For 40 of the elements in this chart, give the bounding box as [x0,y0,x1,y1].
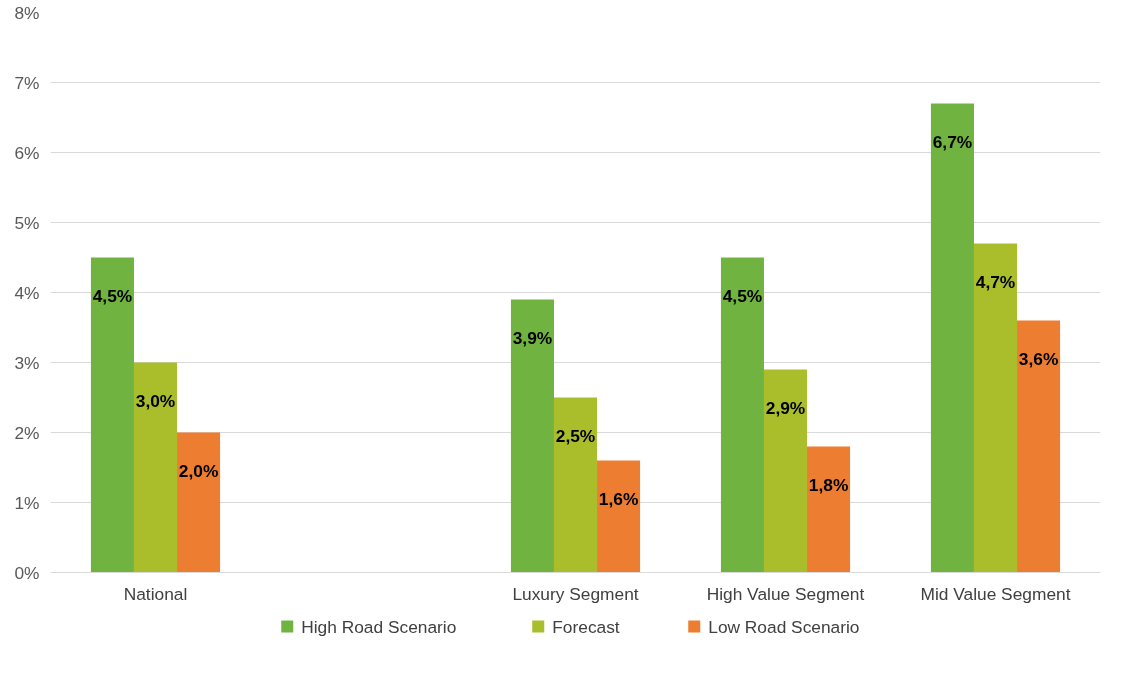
y-tick-label: 1% [14,492,40,513]
bar [597,460,641,573]
data-label: 6,7% [932,131,973,152]
data-label: 3,0% [135,390,176,411]
y-tick-label: 7% [14,72,40,93]
y-tick-label: 3% [14,352,40,373]
data-label: 2,0% [178,460,219,481]
bar [510,299,554,573]
data-label: 1,8% [808,474,849,495]
y-tick-label: 0% [14,562,40,583]
bar [807,446,851,573]
data-label: 4,5% [722,285,763,306]
bar [553,397,598,573]
data-label: 1,6% [598,488,639,509]
y-tick-label: 5% [14,212,40,233]
bar [930,103,974,573]
bar [973,243,1018,573]
data-label: 4,5% [92,285,133,306]
x-tick-label: National [123,583,188,604]
bar [763,369,808,573]
data-label: 2,5% [555,425,596,446]
y-tick-label: 4% [14,282,40,303]
bar [1017,320,1061,573]
y-tick-label: 6% [14,142,40,163]
y-tick-label: 8% [14,2,40,23]
legend-label: High Road Scenario [301,616,457,637]
bar [133,362,178,573]
x-tick-label: Luxury Segment [512,583,639,604]
data-label: 2,9% [765,397,806,418]
y-tick-label: 2% [14,422,40,443]
x-tick-label: High Value Segment [706,583,865,604]
data-label: 4,7% [975,271,1016,292]
legend-label: Low Road Scenario [708,616,860,637]
bar [177,432,221,573]
bar [720,257,764,573]
bar [90,257,134,573]
data-label: 3,9% [512,327,553,348]
data-label: 3,6% [1018,348,1059,369]
legend-label: Forecast [552,616,620,637]
x-tick-label: Mid Value Segment [920,583,1071,604]
